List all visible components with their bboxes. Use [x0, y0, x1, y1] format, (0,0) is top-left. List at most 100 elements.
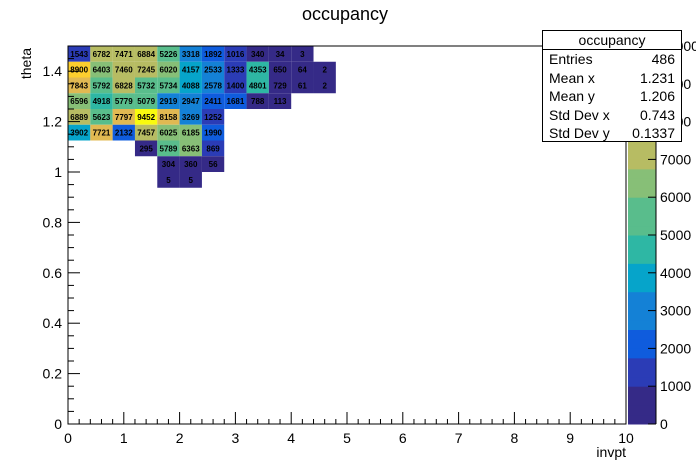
x-tick-label: 6 — [399, 430, 407, 446]
x-tick-label: 9 — [566, 430, 574, 446]
palette-tick-label: 1000 — [660, 378, 691, 394]
heatmap-cell — [157, 140, 180, 157]
heatmap-cell — [68, 46, 91, 62]
heatmap-cell — [201, 93, 225, 109]
cell-value-label: 6596 — [70, 97, 88, 106]
cell-value-label: 8900 — [70, 66, 88, 75]
cell-value-label: 34 — [276, 50, 285, 59]
stats-row-entries: Entries 486 — [543, 50, 681, 69]
heatmap-cell — [268, 46, 292, 62]
cell-value-label: 5079 — [137, 97, 155, 106]
cell-value-label: 1990 — [204, 129, 222, 138]
heatmap-cell — [201, 109, 225, 125]
heatmap-cell — [246, 77, 269, 94]
cell-value-label: 650 — [273, 66, 287, 75]
heatmap-cell — [68, 93, 91, 109]
cell-value-label: 1543 — [70, 50, 88, 59]
heatmap-cell — [90, 77, 113, 94]
heatmap-cell — [112, 77, 135, 94]
y-tick-label: 1.4 — [43, 63, 63, 79]
cell-value-label: 6020 — [160, 66, 178, 75]
x-tick-label: 2 — [176, 430, 184, 446]
y-tick-label: 0.8 — [43, 214, 63, 230]
heatmap-cell — [157, 61, 180, 78]
cell-value-label: 2 — [322, 81, 327, 90]
heatmap-cell — [134, 124, 158, 141]
cell-value-label: 6403 — [93, 66, 111, 75]
cell-value-label: 6185 — [182, 129, 200, 138]
heatmap-cell — [179, 172, 202, 188]
heatmap-cell — [224, 46, 247, 62]
heatmap-cell — [90, 93, 113, 109]
cell-value-label: 6025 — [160, 129, 178, 138]
chart-title: occupancy — [302, 4, 388, 24]
heatmap-cell — [157, 156, 180, 172]
heatmap-cell — [134, 61, 158, 78]
cell-value-label: 7460 — [115, 66, 133, 75]
palette-swatch — [628, 329, 656, 340]
heatmap-cell — [112, 109, 135, 125]
cell-value-label: 5789 — [160, 144, 178, 153]
palette-swatch — [628, 291, 656, 302]
palette-swatch — [628, 187, 656, 198]
palette-tick-label: 0 — [660, 416, 668, 432]
cell-value-label: 4918 — [93, 97, 111, 106]
cell-value-label: 360 — [184, 160, 198, 169]
heatmap-cell — [246, 61, 269, 78]
heatmap-cell — [201, 61, 225, 78]
palette-swatch — [628, 310, 656, 321]
heatmap-cell — [90, 124, 113, 141]
cell-value-label: 2578 — [204, 81, 222, 90]
cell-value-label: 788 — [251, 97, 265, 106]
heatmap-cell — [201, 124, 225, 141]
stats-label: Std Dev x — [549, 106, 610, 123]
cell-value-label: 3902 — [70, 129, 88, 138]
heatmap-cell — [224, 61, 247, 78]
heatmap-cell — [134, 140, 158, 157]
palette-tick-label: 2000 — [660, 340, 691, 356]
heatmap-cell — [134, 77, 158, 94]
cell-value-label: 64 — [298, 66, 307, 75]
palette-swatch — [628, 244, 656, 255]
heatmap-cell — [134, 46, 158, 62]
cell-value-label: 1016 — [227, 50, 245, 59]
cell-value-label: 729 — [273, 81, 287, 90]
cell-value-label: 5732 — [137, 81, 155, 90]
cell-value-label: 3 — [300, 50, 305, 59]
palette-swatch — [628, 159, 656, 170]
y-tick-label: 0 — [54, 416, 62, 432]
palette-swatch — [628, 348, 656, 359]
cell-value-label: 6884 — [137, 50, 155, 59]
x-tick-label: 8 — [511, 430, 519, 446]
cell-value-label: 4157 — [182, 66, 200, 75]
cell-value-label: 6889 — [70, 113, 88, 122]
heatmap-cell — [90, 109, 113, 125]
heatmap-cell — [291, 46, 314, 62]
cell-value-label: 8158 — [160, 113, 178, 122]
stats-value: 1.206 — [639, 88, 675, 104]
stats-label: Std Dev y — [549, 125, 610, 141]
cell-value-label: 5 — [166, 176, 171, 185]
heatmap-cell — [179, 93, 202, 109]
stats-row-stddev-y: Std Dev y 0.1337 — [543, 124, 681, 143]
y-tick-label: 1 — [54, 164, 62, 180]
heatmap-cell — [179, 156, 202, 172]
cell-value-label: 1333 — [227, 66, 245, 75]
stats-value: 0.743 — [639, 106, 675, 123]
cell-value-label: 2947 — [182, 97, 200, 106]
cell-value-label: 7457 — [137, 129, 155, 138]
heatmap-cell — [90, 46, 113, 62]
heatmap-cell — [157, 46, 180, 62]
heatmap-cell — [112, 93, 135, 109]
palette-swatch — [628, 405, 656, 416]
cell-value-label: 4088 — [182, 81, 200, 90]
stats-label: Mean y — [549, 88, 595, 104]
stats-label: Mean x — [549, 69, 595, 86]
cell-value-label: 1252 — [204, 113, 222, 122]
cell-value-label: 2 — [322, 66, 327, 75]
heatmap-cell — [134, 109, 158, 125]
cell-value-label: 56 — [209, 160, 218, 169]
cell-value-label: 6363 — [182, 144, 200, 153]
cell-value-label: 5 — [189, 176, 194, 185]
cell-value-label: 9452 — [137, 113, 155, 122]
